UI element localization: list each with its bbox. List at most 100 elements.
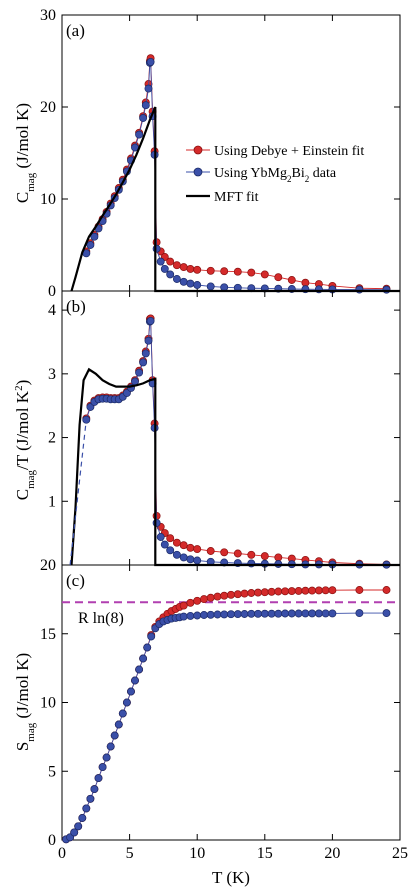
ybmg2bi2-point <box>98 763 107 772</box>
debye-einstein-point <box>213 592 222 601</box>
debye-einstein-point <box>172 261 181 270</box>
debye-einstein-point <box>355 586 364 594</box>
ybmg2bi2-point <box>382 285 391 294</box>
ybmg2bi2-point <box>94 774 103 783</box>
debye-einstein-point <box>254 588 262 597</box>
ybmg2bi2-point <box>114 720 123 729</box>
ybmg2bi2-point <box>90 785 99 794</box>
x-tick-label: 0 <box>58 845 66 862</box>
ybmg2bi2-point <box>90 232 99 241</box>
ybmg2bi2-point <box>135 368 144 377</box>
y-tick-label: 10 <box>40 191 56 208</box>
ybmg2bi2-point <box>206 282 215 291</box>
extrapolation-dashed-line <box>69 419 87 566</box>
ybmg2bi2-point <box>281 609 290 618</box>
panel-a-label: (a) <box>66 21 85 40</box>
debye-einstein-point <box>240 589 249 598</box>
legend-marker-blue <box>193 167 203 177</box>
debye-einstein-point <box>308 586 317 595</box>
ybmg2bi2-point <box>314 609 323 618</box>
x-tick-label: 25 <box>392 845 408 862</box>
ybmg2bi2-point <box>86 241 95 249</box>
x-axis-title: T (K) <box>212 868 250 887</box>
debye-einstein-point <box>247 550 256 559</box>
debye-einstein-point <box>233 267 242 276</box>
ybmg2bi2-point <box>122 698 131 707</box>
ybmg2bi2-point <box>240 610 249 618</box>
panel-c-ylabel: Smag (J/mol K) <box>13 653 37 751</box>
ybmg2bi2-point <box>110 731 119 740</box>
y-tick-label: 30 <box>40 7 56 24</box>
ybmg2bi2-point <box>139 114 148 122</box>
ybmg2bi2-series-line <box>65 612 387 840</box>
legend-label-ybmg2bi2: Using YbMg2Bi2 data <box>214 166 337 184</box>
ybmg2bi2-point <box>254 609 262 618</box>
debye-einstein-point <box>287 276 296 284</box>
debye-einstein-point <box>274 587 283 596</box>
ybmg2bi2-point <box>206 610 215 619</box>
ybmg2bi2-point <box>213 610 222 619</box>
debye-einstein-point <box>227 590 235 599</box>
ybmg2bi2-point <box>141 101 150 110</box>
ybmg2bi2-point <box>70 828 79 837</box>
ybmg2bi2-point <box>118 709 127 718</box>
ybmg2bi2-point <box>141 349 150 358</box>
ybmg2bi2-point <box>144 84 153 93</box>
ybmg2bi2-point <box>139 654 148 663</box>
ybmg2bi2-point <box>143 643 152 652</box>
debye-einstein-point <box>233 549 242 558</box>
debye-einstein-point <box>314 586 323 595</box>
mft-fit-line <box>70 106 400 293</box>
legend-marker-red <box>193 145 203 155</box>
debye-einstein-point <box>220 267 229 276</box>
ybmg2bi2-point <box>160 540 169 549</box>
debye-einstein-series-line <box>65 589 387 840</box>
ybmg2bi2-point <box>127 687 135 696</box>
ybmg2bi2-point <box>106 742 115 751</box>
debye-einstein-point <box>247 589 256 597</box>
ybmg2bi2-point <box>220 283 229 292</box>
x-tick-label: 10 <box>189 845 205 862</box>
debye-einstein-point <box>301 586 310 595</box>
y-tick-label: 5 <box>48 763 56 780</box>
panel-b-ylabel: Cmag/T (J/mol K2) <box>13 380 37 501</box>
ybmg2bi2-point <box>274 609 283 618</box>
debye-einstein-point <box>179 263 188 272</box>
ybmg2bi2-point <box>135 665 144 674</box>
ybmg2bi2-series-line <box>85 319 387 566</box>
ybmg2bi2-point <box>166 270 175 279</box>
ybmg2bi2-point <box>328 609 337 618</box>
debye-einstein-point <box>220 591 229 600</box>
y-tick-label: 0 <box>48 283 56 300</box>
debye-einstein-point <box>267 587 276 596</box>
debye-einstein-point <box>206 266 215 275</box>
y-tick-label: 0 <box>48 832 56 849</box>
y-tick-label: 4 <box>48 302 56 319</box>
debye-einstein-point <box>179 541 188 550</box>
ybmg2bi2-point <box>355 609 364 618</box>
debye-einstein-point <box>382 586 391 594</box>
debye-einstein-point <box>166 534 175 543</box>
ybmg2bi2-point <box>287 609 296 618</box>
y-tick-label: 10 <box>40 695 56 712</box>
ybmg2bi2-point <box>179 553 188 562</box>
ybmg2bi2-point <box>160 264 169 273</box>
ybmg2bi2-point <box>186 611 195 620</box>
debye-einstein-point <box>172 538 181 547</box>
debye-einstein-point <box>193 265 202 274</box>
ybmg2bi2-point <box>139 358 148 367</box>
debye-einstein-point <box>179 601 188 610</box>
legend: Using Debye + Einstein fit Using YbMg2Bi… <box>186 144 364 205</box>
ybmg2bi2-point <box>172 275 181 283</box>
debye-einstein-point <box>321 586 330 595</box>
y-tick-label: 20 <box>40 557 56 574</box>
debye-einstein-point <box>206 593 215 602</box>
debye-einstein-point <box>193 545 202 554</box>
ybmg2bi2-point <box>131 676 139 685</box>
debye-einstein-point <box>294 586 303 595</box>
debye-einstein-point <box>206 547 215 555</box>
panel-b-label: (b) <box>66 297 86 316</box>
ybmg2bi2-point <box>382 609 391 618</box>
debye-einstein-point <box>233 590 242 599</box>
ybmg2bi2-point <box>260 609 269 618</box>
